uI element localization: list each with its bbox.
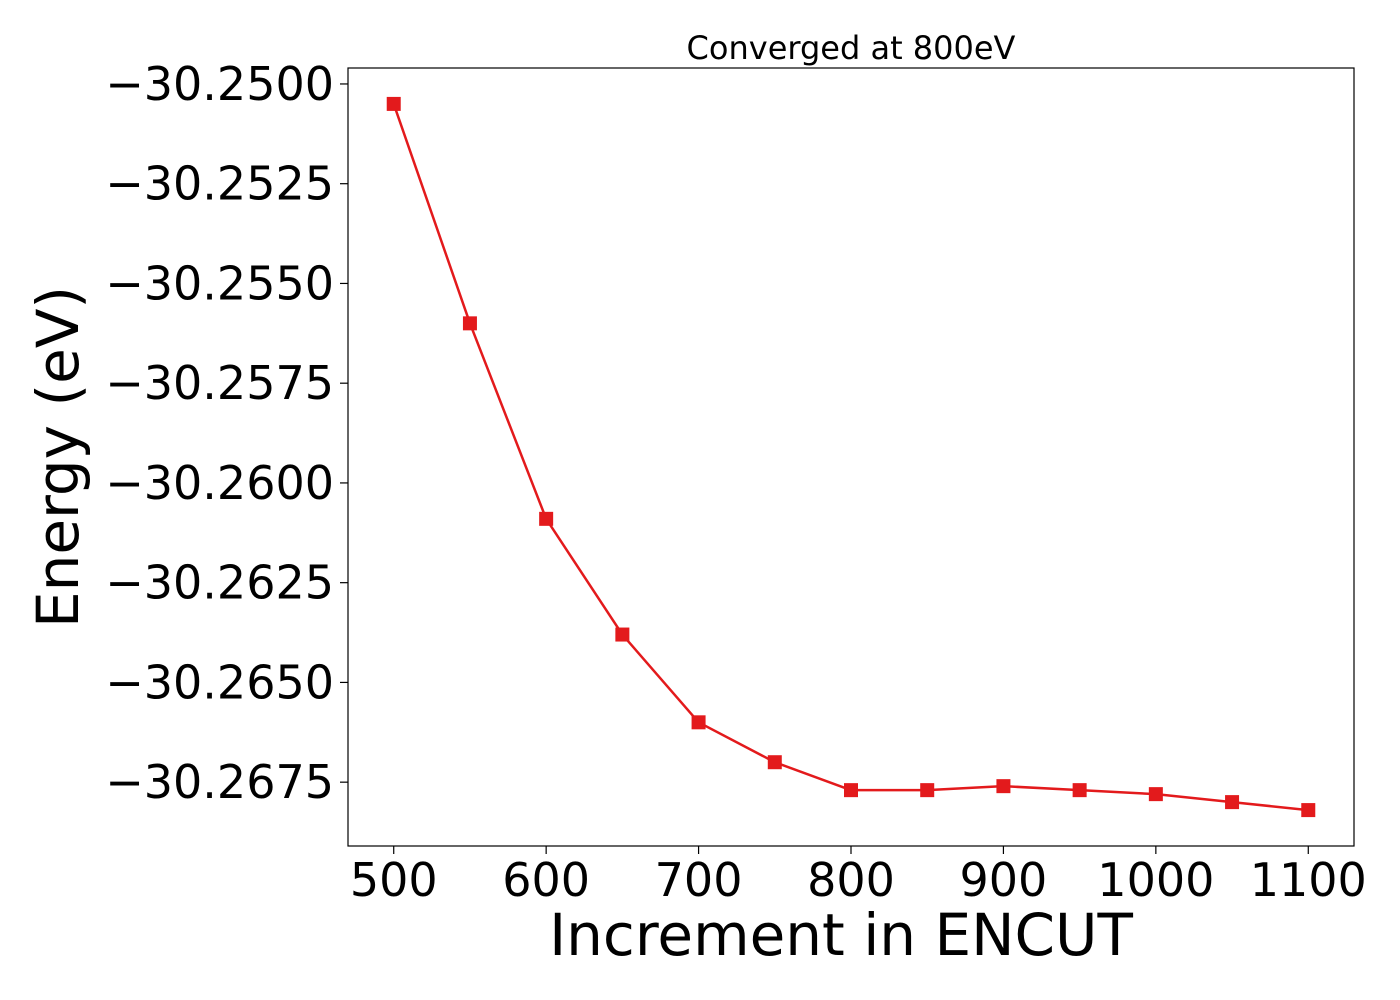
y-axis-title: Energy (eV) [24,286,92,628]
y-tick-label: −30.2650 [105,655,334,709]
x-tick-label: 1000 [1097,853,1214,907]
y-tick-label: −30.2525 [105,157,334,211]
plot-frame [347,67,1355,847]
data-point-marker [767,755,782,770]
x-tick-label: 800 [807,853,895,907]
data-point-marker [462,316,477,331]
y-tick-label: −30.2675 [105,755,334,809]
data-point-marker [1225,795,1240,810]
x-tick-label: 900 [960,853,1048,907]
x-tick-label: 600 [502,853,590,907]
y-tick-label: −30.2500 [105,57,334,111]
y-axis-ticks: −30.2500 −30.2525 −30.2550 −30.2575 −30.2600… [105,57,348,809]
y-tick-label: −30.2600 [105,456,334,510]
data-point-marker [844,783,858,798]
y-tick-label: −30.2550 [105,256,334,310]
data-point-marker [996,779,1011,794]
data-point-marker [386,96,401,111]
x-axis-title: Increment in ENCUT [549,901,1133,969]
x-axis-ticks: 500 600 700 800 900 1000 1100 [350,846,1367,907]
data-point-marker [1148,787,1163,802]
data-point-marker [1301,803,1316,818]
y-tick-label: −30.2575 [105,356,334,410]
chart-title: Converged at 800eV [687,29,1016,67]
data-point-marker [539,511,554,526]
x-tick-label: 500 [350,853,438,907]
data-point-marker [615,627,630,642]
y-tick-label: −30.2625 [105,556,334,610]
data-point-marker [1072,783,1087,798]
x-tick-label: 700 [655,853,743,907]
x-tick-label: 1100 [1250,853,1367,907]
data-point-marker [920,783,935,798]
series-line [392,103,1309,812]
series-layer [386,96,1316,818]
data-point-marker [691,715,706,730]
